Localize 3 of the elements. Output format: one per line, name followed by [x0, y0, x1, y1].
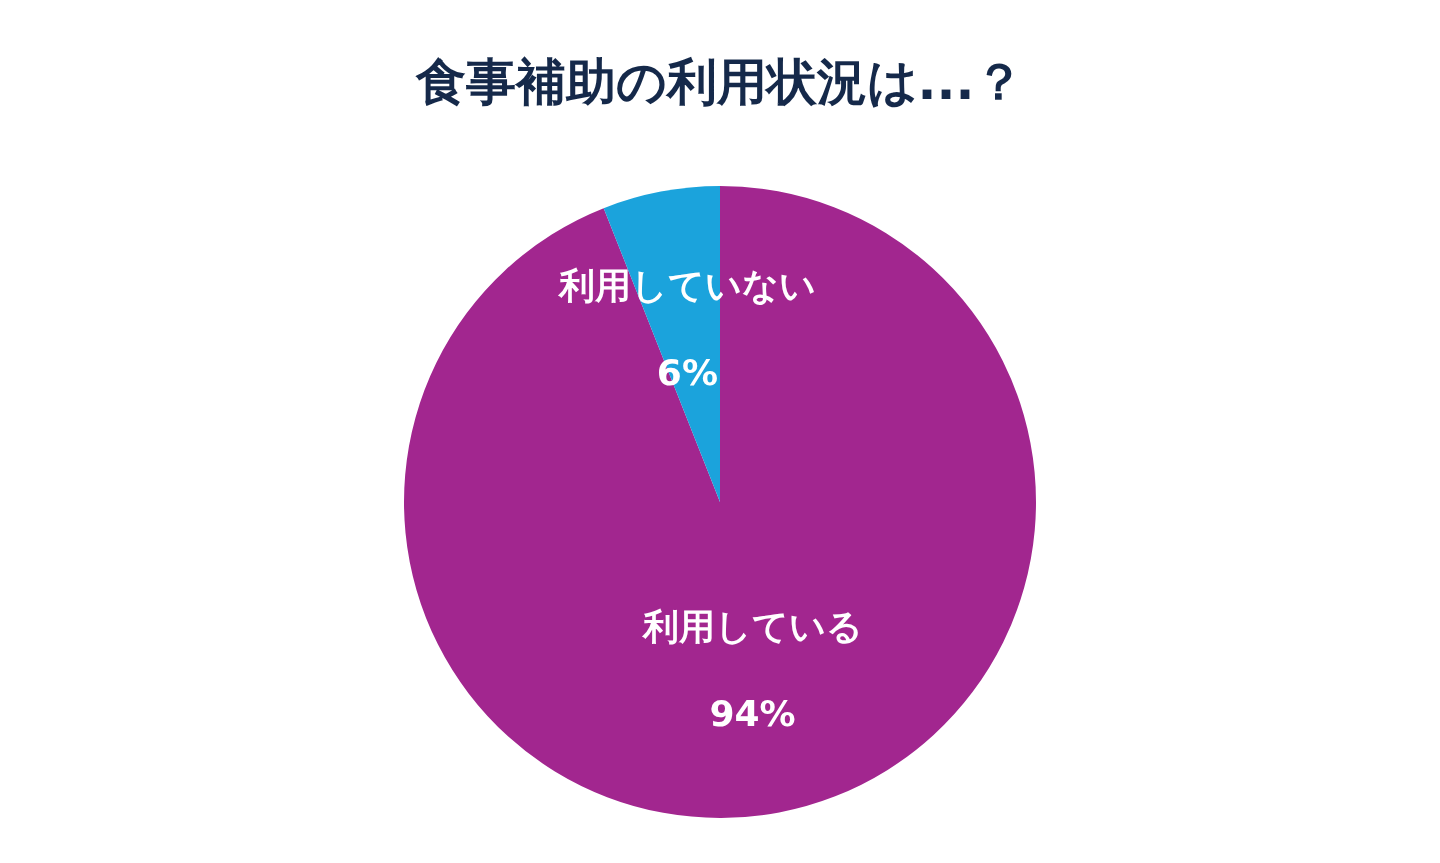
slice-label: 利用している: [640, 606, 863, 648]
chart-title: 食事補助の利用状況は...？: [414, 52, 1026, 113]
data-label: 94%: [709, 693, 796, 735]
